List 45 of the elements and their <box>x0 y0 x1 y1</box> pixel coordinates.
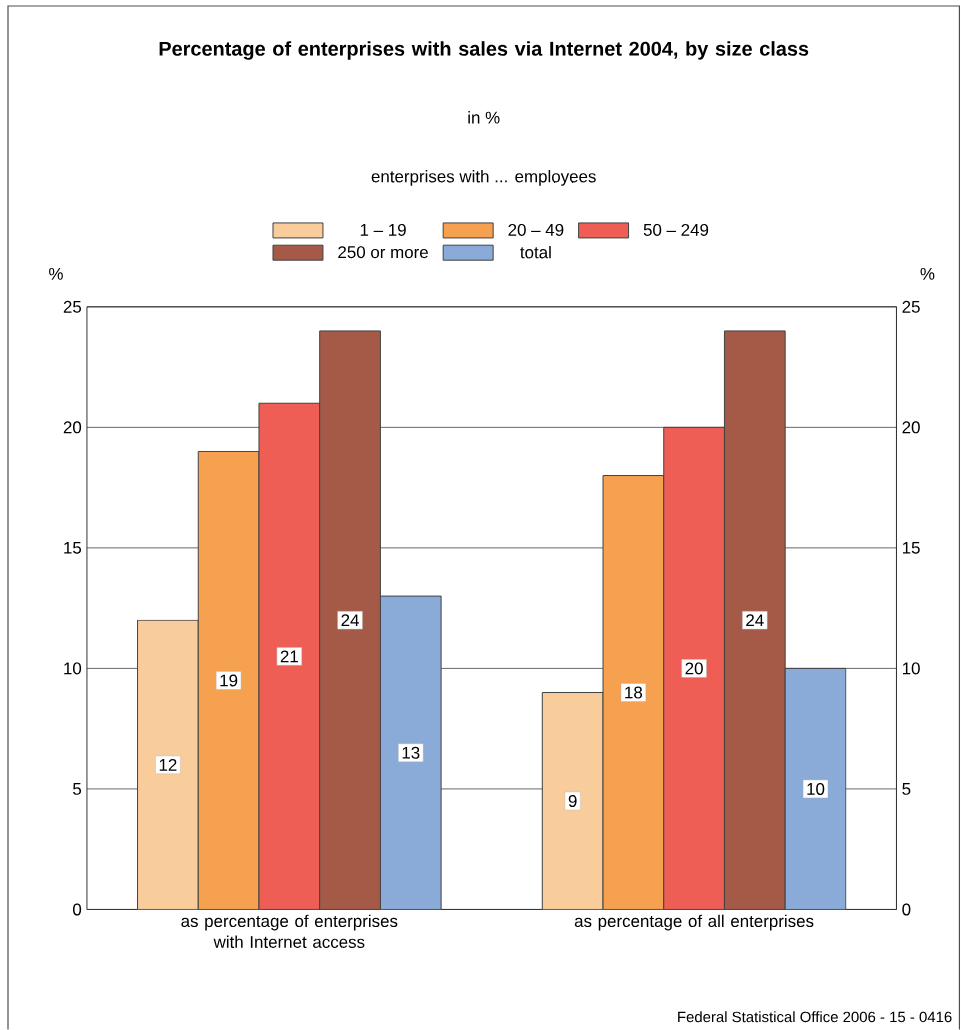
y2-tick-label: 15 <box>902 541 920 554</box>
data-label: 19 <box>220 674 238 687</box>
bar <box>541 692 604 910</box>
y-tick-label: 10 <box>64 662 81 675</box>
data-label: 12 <box>159 758 177 771</box>
x-tick-label: as percentage of all enterprises <box>574 914 814 931</box>
y-tick-label: 5 <box>72 783 81 795</box>
legend-label: 250 or more <box>338 246 428 259</box>
bar <box>602 475 665 910</box>
x-tick-label: as percentage of enterprises with Internet access <box>181 914 398 948</box>
legend-label: 20 – 49 <box>508 223 564 236</box>
data-label: 13 <box>402 746 420 759</box>
y2-tick-label: 25 <box>902 300 920 313</box>
legend-label: 50 – 249 <box>643 223 708 236</box>
y2-axis-title: % <box>920 267 935 280</box>
data-label: 24 <box>746 614 764 627</box>
text: Federal Statistical Office 2006 - 15 - 0416 <box>677 1011 952 1023</box>
y2-tick-label: 10 <box>902 662 920 675</box>
bar <box>197 450 260 910</box>
y2-tick-label: 0 <box>902 903 911 916</box>
data-label: 10 <box>807 782 825 795</box>
legend-label: total <box>519 245 551 259</box>
bar <box>663 426 725 910</box>
y2-tick-label: 20 <box>902 421 920 434</box>
y-axis-title: % <box>48 267 63 280</box>
y-tick-label: 25 <box>63 300 81 313</box>
legend-title: enterprises with ... employees <box>371 170 596 186</box>
data-label: 24 <box>341 614 359 627</box>
data-label: 18 <box>625 686 642 699</box>
chart-title: Percentage of enterprises with sales via Internet 2004, by size class <box>159 41 809 60</box>
bar <box>784 667 847 910</box>
chart-subtitle: in % <box>468 111 500 124</box>
bar <box>379 595 442 910</box>
y-tick-label: 0 <box>72 903 81 916</box>
legend-label: 1 – 19 <box>360 223 406 236</box>
y2-tick-label: 5 <box>902 783 911 795</box>
data-label: 20 <box>685 662 703 675</box>
bar <box>723 330 786 910</box>
data-label: 9 <box>568 794 577 807</box>
y-tick-label: 20 <box>63 421 81 434</box>
y-tick-label: 15 <box>64 541 81 554</box>
bar <box>136 619 199 910</box>
data-label: 21 <box>280 650 298 663</box>
bar <box>318 330 381 910</box>
bar <box>258 402 320 910</box>
